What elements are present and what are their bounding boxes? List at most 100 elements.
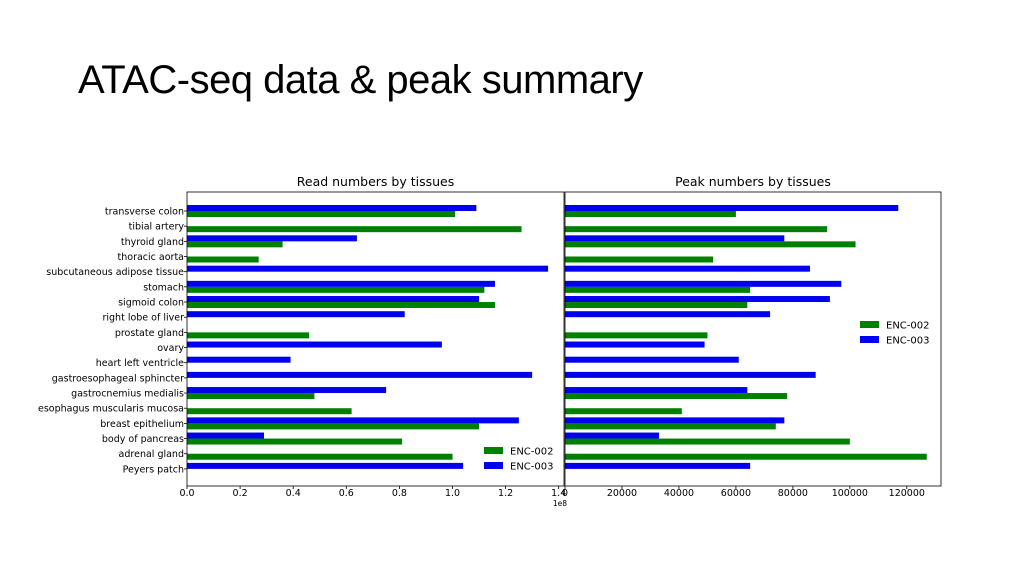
bar — [187, 341, 442, 348]
x-tick-label: 100000 — [832, 488, 868, 499]
bar — [565, 332, 708, 339]
category-label: gastroesophageal sphincter — [52, 373, 184, 384]
bar — [187, 462, 464, 469]
bar — [565, 432, 659, 439]
bar — [187, 226, 522, 233]
legend-label: ENC-002 — [886, 321, 929, 332]
legend-swatch — [484, 462, 503, 469]
bar — [187, 296, 480, 303]
bar — [187, 356, 291, 363]
bar — [187, 241, 283, 248]
x-tick-label: 0.2 — [233, 488, 248, 499]
bar — [187, 423, 480, 430]
bar — [187, 393, 315, 400]
category-label: sigmoid colon — [118, 298, 184, 309]
category-label: thyroid gland — [121, 237, 184, 248]
bar — [187, 205, 477, 211]
bar — [565, 256, 714, 263]
legend-label: ENC-002 — [510, 447, 553, 458]
bar — [565, 211, 736, 217]
category-label: breast epithelium — [100, 419, 184, 430]
legend-label: ENC-003 — [886, 336, 929, 347]
bar — [565, 408, 682, 415]
x-tick-label: 0.8 — [392, 488, 407, 499]
legend-swatch — [484, 447, 503, 454]
bar — [565, 417, 785, 424]
bar — [187, 432, 264, 439]
peak-numbers-chart: Peak numbers by tissues 0 20000 40000 60000 8… — [562, 174, 942, 499]
bar — [565, 241, 856, 248]
x-tick-label: 120000 — [889, 488, 925, 499]
x-tick-label: 40000 — [664, 488, 694, 499]
bar — [565, 205, 899, 211]
bar — [565, 423, 776, 430]
bar — [565, 235, 785, 242]
bar — [565, 462, 751, 469]
category-label: ovary — [157, 343, 184, 354]
x-tick-label: 0.4 — [286, 488, 301, 499]
plot-frame — [564, 191, 942, 487]
bar — [565, 286, 751, 293]
bar — [565, 280, 842, 287]
chart-title: Read numbers by tissues — [297, 174, 454, 189]
bar — [187, 286, 485, 293]
x-tick-label: 1.0 — [445, 488, 460, 499]
bar — [187, 211, 456, 217]
x-tick-label: 80000 — [778, 488, 808, 499]
x-tick-label: 20000 — [607, 488, 637, 499]
bar — [187, 453, 453, 460]
read-numbers-chart: Read numbers by tissues transverse colon t… — [38, 174, 567, 508]
bar — [187, 280, 495, 287]
bar — [565, 438, 850, 445]
category-label: prostate gland — [115, 328, 184, 339]
legend: ENC-002 ENC-003 — [484, 447, 553, 473]
legend-swatch — [860, 336, 879, 343]
x-tick-label: 1.2 — [498, 488, 513, 499]
category-label: esophagus muscularis mucosa — [38, 404, 184, 415]
category-label: right lobe of liver — [102, 313, 184, 324]
bar — [565, 296, 830, 303]
legend: ENC-002 ENC-003 — [860, 321, 929, 347]
category-label: thoracic aorta — [118, 252, 184, 263]
slide-title: ATAC-seq data & peak summary — [78, 58, 643, 102]
bar — [187, 438, 403, 445]
bar — [187, 311, 405, 318]
bar — [187, 256, 259, 263]
bar — [187, 408, 352, 415]
category-label: Peyers patch — [123, 464, 184, 475]
category-label: subcutaneous adipose tissue — [46, 267, 184, 278]
bar — [187, 265, 549, 272]
bar — [565, 265, 810, 272]
bar — [187, 387, 387, 394]
bar — [565, 341, 705, 348]
bar — [565, 356, 739, 363]
category-label: adrenal gland — [119, 449, 184, 460]
x-tick-label: 1.4 — [551, 488, 566, 499]
x-tick-label: 0.6 — [339, 488, 354, 499]
plot-frame — [186, 191, 565, 487]
bar — [565, 371, 816, 378]
bar — [565, 311, 771, 318]
bar — [187, 235, 357, 242]
category-label: body of pancreas — [102, 434, 184, 445]
category-label: transverse colon — [105, 207, 184, 218]
bar — [187, 417, 519, 424]
category-label: gastrocnemius medialis — [71, 389, 184, 400]
bar — [565, 393, 788, 400]
category-label: tibial artery — [129, 222, 185, 233]
category-label: heart left ventricle — [96, 358, 184, 369]
x-tick-label: 0.0 — [179, 488, 194, 499]
bar — [187, 302, 495, 309]
category-label: stomach — [143, 282, 184, 293]
bar — [187, 371, 533, 378]
chart-title: Peak numbers by tissues — [675, 174, 831, 189]
bar — [565, 387, 748, 394]
legend-label: ENC-003 — [510, 462, 553, 473]
x-scale-label: 1e8 — [553, 499, 567, 508]
bar — [565, 453, 927, 460]
bar — [565, 302, 748, 309]
x-tick-label: 60000 — [721, 488, 751, 499]
bar — [565, 226, 828, 233]
x-tick-label: 0 — [562, 488, 568, 499]
